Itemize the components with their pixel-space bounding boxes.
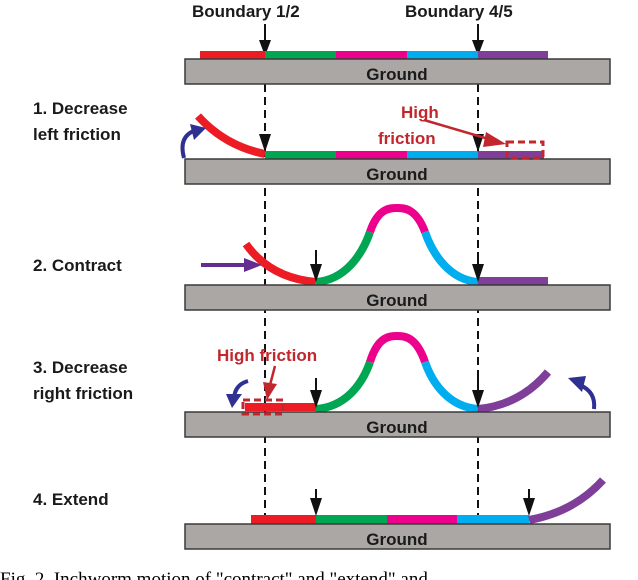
boundary-right-arrow-icon — [472, 24, 484, 56]
ground-label: Ground — [366, 165, 427, 184]
boundary-right-label: Boundary 4/5 — [405, 2, 513, 21]
segment-5 — [478, 51, 548, 59]
step-1-label-line1: 1. Decrease — [33, 99, 128, 118]
segment-1 — [251, 515, 316, 524]
high-friction-pointer-arrow-icon — [423, 118, 506, 147]
segment-4 — [421, 230, 479, 286]
segment-3 — [366, 331, 429, 364]
rotate-left-arrow-icon — [226, 379, 249, 408]
ground-bar — [184, 158, 611, 185]
row-step-1: 1. Decrease left friction Ground High fr… — [33, 99, 611, 185]
ground-bar — [184, 58, 611, 85]
segment-1 — [242, 241, 317, 286]
rotate-up-arrow-icon — [180, 124, 206, 159]
segment-2 — [265, 51, 336, 59]
step-2-label: 2. Contract — [33, 256, 122, 275]
push-right-arrow-icon — [201, 258, 262, 272]
segment-4 — [407, 51, 478, 59]
high-friction-label: High friction — [217, 346, 317, 365]
ground-bar — [184, 411, 611, 438]
anchor-arrow-icon — [310, 489, 322, 516]
anchor-arrow-icon — [310, 250, 322, 282]
segment-4 — [457, 515, 529, 524]
anchor-arrow-icon — [472, 252, 484, 282]
row-step-3: 3. Decrease right friction Ground High f… — [33, 331, 611, 438]
step-4-label: 4. Extend — [33, 490, 109, 509]
segment-2 — [315, 360, 374, 413]
segment-4 — [407, 151, 478, 159]
figure-caption: Fig. 2. Inchworm motion of "contract" an… — [0, 569, 428, 580]
row-step-2: 2. Contract Ground — [33, 203, 611, 311]
ground-bar — [184, 523, 611, 550]
segment-5 — [478, 277, 548, 285]
segment-2 — [316, 515, 387, 524]
anchor-arrow-icon — [472, 378, 484, 408]
segment-3 — [387, 515, 457, 524]
step-3-label-line2: right friction — [33, 384, 133, 403]
row-initial: Ground — [184, 51, 611, 85]
ground-bar — [184, 284, 611, 311]
segment-3 — [366, 203, 429, 234]
high-friction-label: High — [401, 103, 439, 122]
segment-1-lifted — [195, 113, 266, 158]
segment-2 — [315, 230, 374, 286]
segment-2 — [265, 151, 336, 159]
anchor-arrow-icon — [259, 134, 271, 152]
segment-5-lifted — [477, 369, 552, 413]
ground-label: Ground — [366, 418, 427, 437]
rotate-right-arrow-icon — [568, 376, 597, 410]
segment-4 — [421, 360, 479, 413]
segment-1 — [245, 403, 316, 411]
high-friction-label: friction — [378, 129, 436, 148]
segment-3 — [336, 151, 407, 159]
segment-5 — [478, 151, 544, 159]
high-friction-zone — [505, 140, 545, 160]
step-3-label-line1: 3. Decrease — [33, 358, 128, 377]
anchor-arrow-icon — [523, 489, 535, 516]
ground-label: Ground — [366, 530, 427, 549]
ground-label: Ground — [366, 291, 427, 310]
segment-5-lifted — [528, 477, 606, 524]
high-friction-zone — [241, 398, 285, 416]
segment-1 — [200, 51, 265, 59]
ground-label: Ground — [366, 65, 427, 84]
high-friction-pointer-arrow-icon — [263, 365, 277, 400]
row-step-4: 4. Extend Ground — [33, 477, 611, 550]
anchor-arrow-icon — [472, 134, 484, 152]
boundary-left-arrow-icon — [259, 24, 271, 56]
step-1-label-line2: left friction — [33, 125, 121, 144]
boundary-left-label: Boundary 1/2 — [192, 2, 300, 21]
segment-3 — [336, 51, 407, 59]
anchor-arrow-icon — [310, 378, 322, 408]
